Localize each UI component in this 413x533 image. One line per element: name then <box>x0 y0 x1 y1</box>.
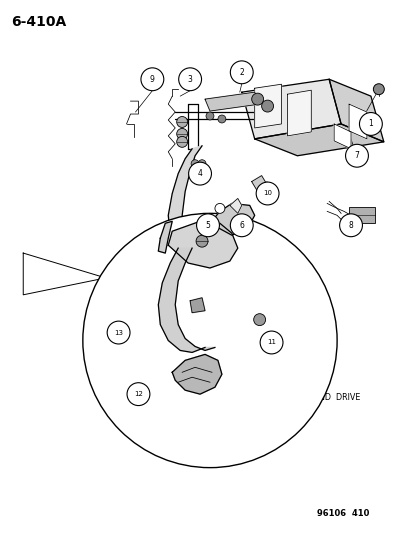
Polygon shape <box>287 90 311 136</box>
Circle shape <box>107 321 130 344</box>
Text: 9: 9 <box>150 75 154 84</box>
Circle shape <box>345 144 368 167</box>
Polygon shape <box>254 84 281 128</box>
Circle shape <box>127 383 150 406</box>
Circle shape <box>373 84 383 95</box>
Circle shape <box>339 214 361 237</box>
Polygon shape <box>229 198 241 213</box>
Polygon shape <box>23 253 105 295</box>
Circle shape <box>253 314 265 326</box>
Circle shape <box>259 331 282 354</box>
Circle shape <box>178 68 201 91</box>
Polygon shape <box>333 124 350 149</box>
Bar <box>348 207 374 223</box>
Circle shape <box>197 160 206 168</box>
Circle shape <box>217 115 225 123</box>
Circle shape <box>261 100 273 112</box>
Circle shape <box>230 214 253 237</box>
Text: 1: 1 <box>368 119 373 128</box>
Circle shape <box>206 112 214 120</box>
Polygon shape <box>209 204 254 235</box>
Polygon shape <box>204 92 259 111</box>
Circle shape <box>251 93 263 105</box>
Circle shape <box>176 136 187 147</box>
Circle shape <box>230 61 253 84</box>
Circle shape <box>196 214 219 237</box>
Circle shape <box>176 128 187 139</box>
Circle shape <box>188 162 211 185</box>
Polygon shape <box>241 79 340 139</box>
Circle shape <box>140 68 164 91</box>
Text: 6-410A: 6-410A <box>11 15 66 29</box>
Polygon shape <box>190 298 204 313</box>
Text: 3: 3 <box>187 75 192 84</box>
Circle shape <box>196 235 207 247</box>
Circle shape <box>176 117 187 127</box>
Text: 10: 10 <box>262 190 271 197</box>
Polygon shape <box>254 124 383 156</box>
Text: 5: 5 <box>205 221 210 230</box>
Polygon shape <box>172 354 221 394</box>
Text: 7: 7 <box>354 151 358 160</box>
Polygon shape <box>158 248 214 352</box>
Circle shape <box>83 213 336 467</box>
Polygon shape <box>328 79 383 142</box>
Polygon shape <box>348 104 366 139</box>
Circle shape <box>214 204 224 213</box>
Polygon shape <box>251 175 267 191</box>
Text: 6: 6 <box>239 221 244 230</box>
Text: 8: 8 <box>348 221 353 230</box>
Text: 4: 4 <box>197 169 202 178</box>
Text: 96106  410: 96106 410 <box>316 509 369 518</box>
Circle shape <box>191 160 199 168</box>
Text: 11: 11 <box>266 340 275 345</box>
Polygon shape <box>168 146 217 265</box>
Polygon shape <box>188 255 221 287</box>
Polygon shape <box>158 221 172 253</box>
Text: RIGHT  HAND  DRIVE: RIGHT HAND DRIVE <box>277 393 359 402</box>
Circle shape <box>256 182 278 205</box>
Text: 2: 2 <box>239 68 244 77</box>
Circle shape <box>358 112 381 135</box>
Polygon shape <box>168 221 237 268</box>
Text: 13: 13 <box>114 329 123 336</box>
Text: 12: 12 <box>134 391 142 397</box>
